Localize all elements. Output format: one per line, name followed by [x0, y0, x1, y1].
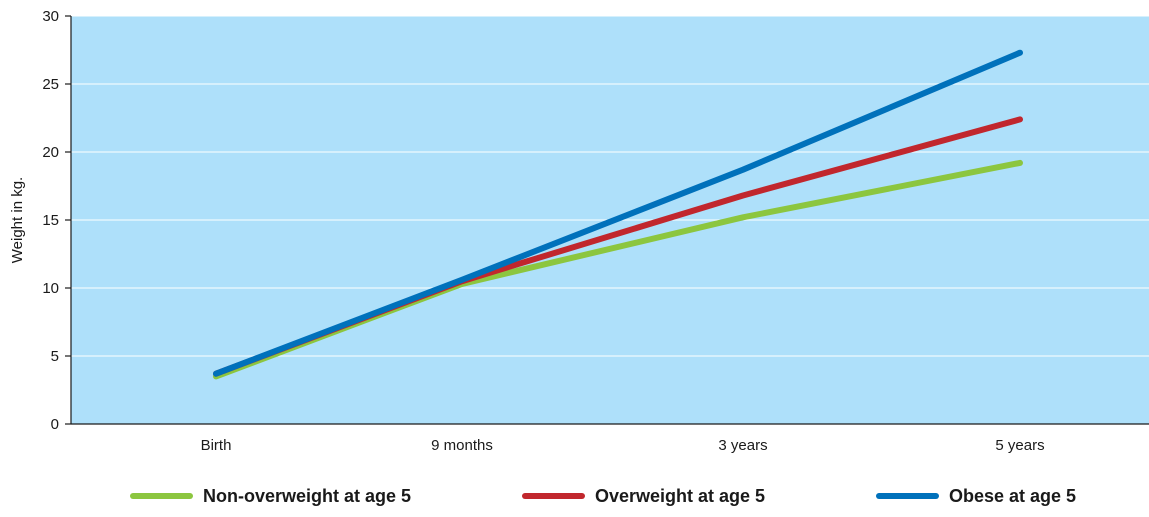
legend: Non-overweight at age 5 Overweight at age…	[130, 486, 1076, 506]
x-tick-label: 9 months	[431, 437, 493, 454]
series-lines	[213, 49, 1023, 380]
y-ticks: 0 5 10 15 20 25 30	[42, 8, 71, 433]
legend-label: Overweight at age 5	[595, 486, 765, 506]
series-line	[213, 49, 1023, 377]
y-tick-label: 0	[51, 416, 59, 433]
y-axis-title: Weight in kg.	[9, 177, 26, 263]
y-tick-label: 20	[42, 144, 59, 161]
y-tick-label: 25	[42, 76, 59, 93]
legend-label: Non-overweight at age 5	[203, 486, 411, 506]
y-tick-label: 5	[51, 348, 59, 365]
x-tick-label: 3 years	[718, 437, 767, 454]
x-tick-label: Birth	[201, 437, 232, 454]
y-tick-label: 10	[42, 280, 59, 297]
y-tick-label: 15	[42, 212, 59, 229]
legend-label: Obese at age 5	[949, 486, 1076, 506]
y-tick-label: 30	[42, 8, 59, 25]
x-ticks: Birth 9 months 3 years 5 years	[201, 437, 1045, 454]
x-tick-label: 5 years	[995, 437, 1044, 454]
